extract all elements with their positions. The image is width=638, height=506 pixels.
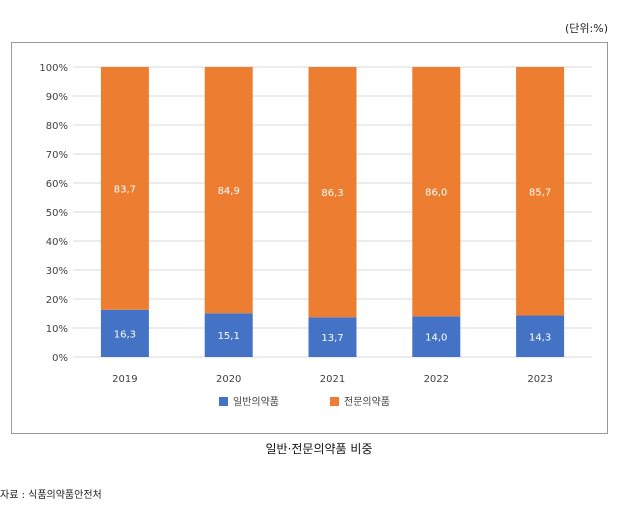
chart-caption: 일반·전문의약품 비중 [265, 442, 373, 456]
x-tick-label: 2022 [424, 374, 449, 385]
x-tick-label: 2019 [112, 374, 137, 385]
y-tick-label: 20% [46, 295, 68, 306]
data-label: 16,3 [114, 329, 136, 340]
y-tick-label: 40% [46, 237, 68, 248]
bar-professional [100, 67, 149, 310]
data-label: 14,0 [425, 333, 447, 344]
source-note: 자료 : 식품의약품안전처 [0, 490, 102, 501]
bar-general [516, 315, 565, 357]
y-tick-label: 10% [46, 324, 68, 335]
y-tick-label: 90% [46, 92, 68, 103]
x-tick-label: 2021 [320, 374, 345, 385]
y-tick-label: 80% [46, 121, 68, 132]
bar-general [412, 316, 461, 357]
bar-professional [308, 67, 357, 318]
data-label: 84,9 [218, 186, 240, 197]
data-label: 14,3 [529, 332, 551, 343]
bar-general [204, 313, 253, 357]
data-label: 83,7 [114, 184, 136, 195]
y-tick-label: 0% [52, 353, 68, 364]
unit-label: (단위:%) [565, 22, 608, 35]
data-label: 86,0 [425, 188, 447, 199]
bar-professional [204, 67, 253, 314]
data-label: 86,3 [321, 188, 343, 199]
y-tick-label: 100% [39, 63, 68, 74]
y-tick-label: 50% [46, 208, 68, 219]
bar-general [308, 317, 357, 357]
stacked-bar-chart: 0% 10% 20% 30% 40% 50% 60% 70% 80% 90% 100% 16,3 83,… [39, 63, 592, 408]
chart-frame: 0% 10% 20% 30% 40% 50% 60% 70% 80% 90% 100% 16,3 83,… [11, 42, 608, 434]
data-label: 85,7 [529, 187, 551, 198]
bar-professional [516, 67, 565, 316]
x-tick-label: 2023 [527, 374, 552, 385]
x-tick-label: 2020 [216, 374, 241, 385]
y-tick-label: 70% [46, 150, 68, 161]
legend-label: 전문의약품 [344, 396, 390, 408]
legend-label: 일반의약품 [233, 396, 279, 408]
y-tick-label: 60% [46, 179, 68, 190]
legend-swatch-professional [330, 397, 339, 406]
data-label: 13,7 [321, 333, 343, 344]
data-label: 15,1 [218, 331, 240, 342]
bar-professional [412, 67, 461, 317]
bar-general [100, 309, 149, 357]
legend-swatch-general [219, 397, 228, 406]
y-tick-label: 30% [46, 266, 68, 277]
